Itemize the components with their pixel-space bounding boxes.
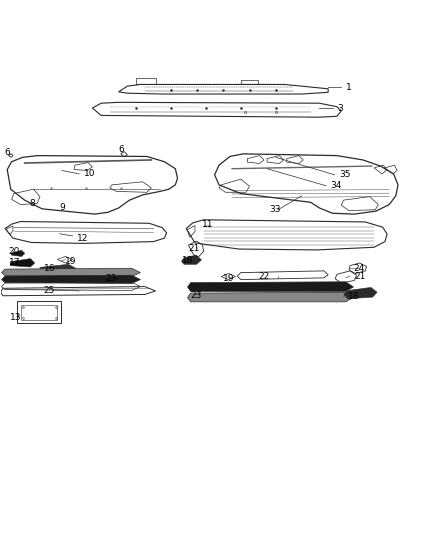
- Text: 35: 35: [339, 171, 350, 179]
- Text: 23: 23: [106, 274, 117, 283]
- Polygon shape: [12, 251, 25, 256]
- Text: 23: 23: [191, 291, 202, 300]
- Text: 12: 12: [77, 233, 88, 243]
- Polygon shape: [2, 275, 141, 284]
- Text: 8: 8: [29, 199, 35, 208]
- Polygon shape: [181, 255, 201, 264]
- Text: 1: 1: [346, 83, 351, 92]
- Text: 19: 19: [223, 274, 234, 283]
- Polygon shape: [187, 292, 353, 302]
- Text: 6: 6: [4, 148, 10, 157]
- Text: 9: 9: [60, 203, 65, 212]
- Polygon shape: [11, 259, 35, 267]
- Text: 21: 21: [188, 244, 200, 253]
- Text: 17: 17: [9, 257, 20, 266]
- Polygon shape: [187, 282, 353, 292]
- Text: 20: 20: [9, 247, 20, 256]
- Polygon shape: [344, 287, 377, 299]
- Text: 33: 33: [269, 205, 281, 214]
- Text: 16: 16: [44, 264, 56, 273]
- Text: 18: 18: [348, 292, 359, 301]
- Text: 19: 19: [65, 257, 77, 266]
- Polygon shape: [40, 264, 76, 272]
- Text: 25: 25: [43, 286, 55, 295]
- Text: 22: 22: [258, 272, 269, 280]
- Polygon shape: [2, 268, 141, 277]
- Text: 21: 21: [354, 272, 366, 280]
- Text: 13: 13: [11, 313, 22, 321]
- Text: 6: 6: [119, 145, 124, 154]
- Text: 11: 11: [201, 220, 213, 229]
- Text: 10: 10: [84, 169, 95, 179]
- Text: 34: 34: [330, 181, 342, 190]
- Text: 18: 18: [182, 256, 194, 265]
- Text: 24: 24: [353, 264, 365, 273]
- Text: 3: 3: [337, 104, 343, 113]
